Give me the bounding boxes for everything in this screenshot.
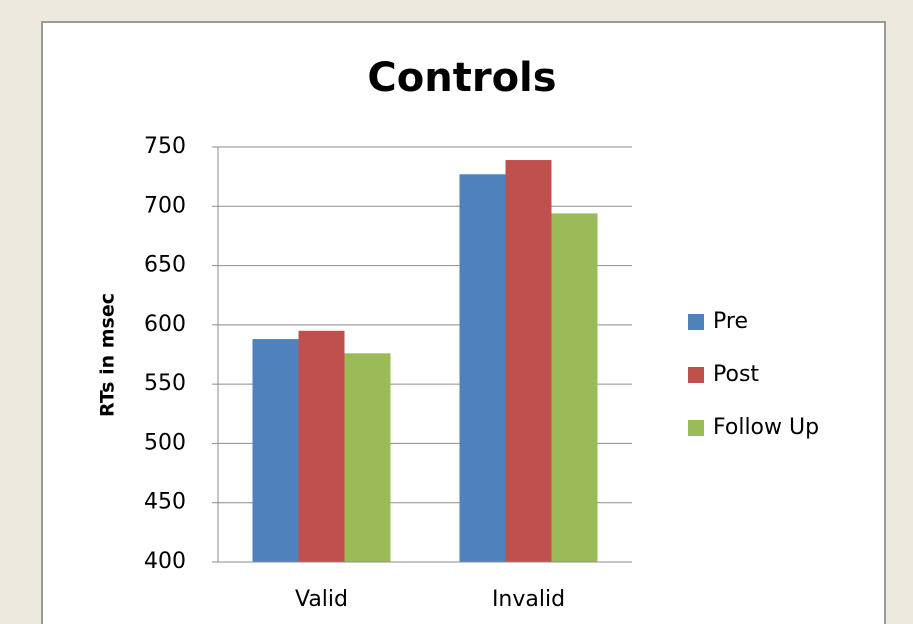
bar [459,174,506,562]
y-tick-label: 700 [144,193,186,218]
legend-swatch [688,314,704,330]
legend-swatch [688,420,704,436]
legend-label: Pre [713,309,748,334]
y-tick-label: 400 [144,549,186,574]
y-tick-label: 750 [144,134,186,159]
bar [344,353,391,562]
x-tick-label: Invalid [492,587,565,612]
chart-title: Controls [367,55,556,101]
bar [505,160,552,563]
legend-label: Follow Up [713,415,819,440]
y-tick-label: 600 [144,312,186,337]
legend-label: Post [713,362,759,387]
y-tick-label: 450 [144,490,186,515]
y-tick-label: 650 [144,253,186,278]
legend-swatch [688,367,704,383]
y-tick-label: 500 [144,430,186,455]
y-axis-label: RTs in msec [97,293,119,417]
y-tick-label: 550 [144,371,186,396]
x-tick-label: Valid [295,587,348,612]
bar [551,213,598,562]
bar [298,330,345,562]
bar [252,339,299,562]
